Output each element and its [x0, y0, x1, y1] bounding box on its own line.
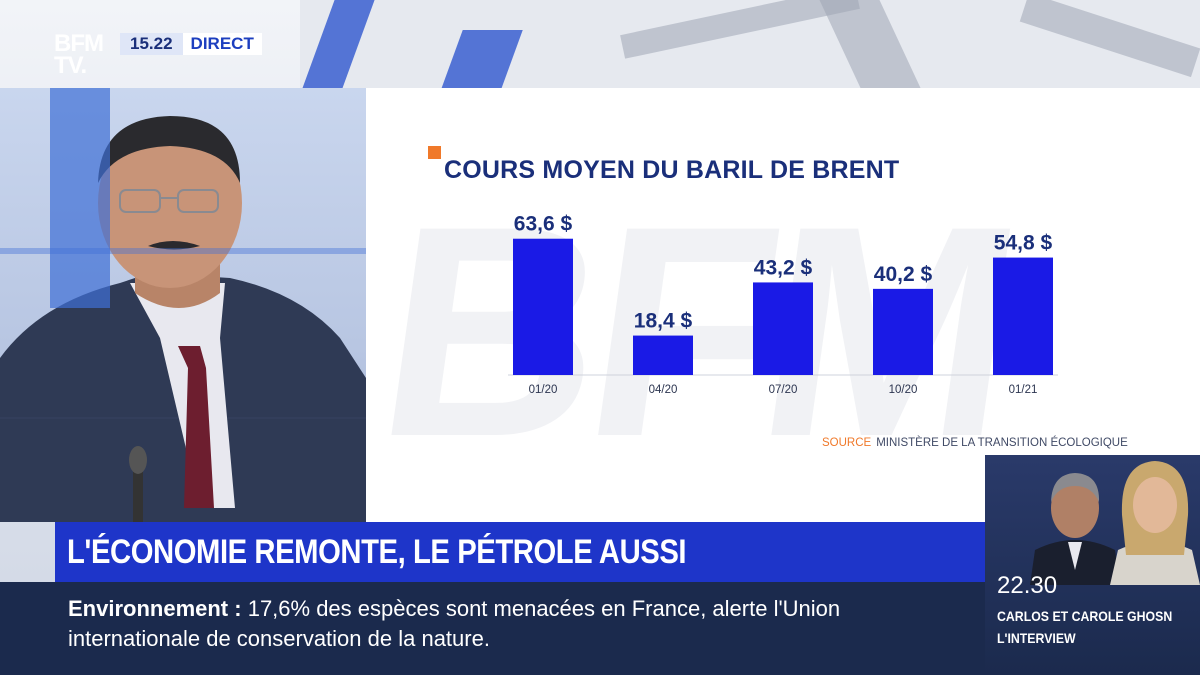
data-label: 18,4 $	[634, 310, 693, 333]
bfmtv-logo: BFM TV.	[54, 30, 112, 85]
chart-source: SOURCE MINISTÈRE DE LA TRANSITION ÉCOLOGI…	[822, 437, 1128, 449]
ticker-body: 17,6% des espèces sont menacées en Franc…	[68, 596, 841, 651]
x-tick-label: 01/20	[529, 384, 558, 396]
data-label: 43,2 $	[754, 256, 813, 279]
data-label: 40,2 $	[874, 263, 933, 286]
studio-window	[0, 248, 366, 254]
x-tick-label: 10/20	[889, 384, 918, 396]
x-tick-label: 04/20	[649, 384, 678, 396]
bar-10-20	[873, 288, 933, 375]
bar-04-20	[633, 335, 693, 375]
headline-bar: L'ÉCONOMIE REMONTE, LE PÉTROLE AUSSI	[55, 522, 985, 582]
title-marker	[428, 146, 441, 159]
source-label: SOURCE	[822, 437, 872, 449]
logo-line-1: BFM	[54, 30, 104, 57]
promo-guest-2	[1110, 461, 1200, 585]
data-label: 63,6 $	[514, 213, 573, 236]
promo-guest-1	[1030, 473, 1120, 585]
logo-line-2: TV.	[54, 52, 87, 79]
presenter-figure	[0, 116, 366, 522]
x-tick-label: 01/21	[1009, 384, 1038, 396]
clock-time: 15.22	[120, 33, 183, 55]
live-label: DIRECT	[190, 34, 254, 53]
source-text: MINISTÈRE DE LA TRANSITION ÉCOLOGIQUE	[876, 437, 1128, 449]
bar-07-20	[753, 282, 813, 375]
promo-title: CARLOS ET CAROLE GHOSN	[997, 608, 1173, 624]
headline: L'ÉCONOMIE REMONTE, LE PÉTROLE AUSSI	[67, 533, 687, 571]
presenter-video	[0, 88, 366, 522]
studio-window	[50, 88, 110, 308]
program-promo: 22.30 CARLOS ET CAROLE GHOSN L'INTERVIEW	[985, 455, 1200, 675]
news-ticker: Environnement : 17,6% des espèces sont m…	[0, 582, 985, 675]
promo-subtitle: L'INTERVIEW	[997, 630, 1076, 646]
bar-01-20	[513, 238, 573, 375]
bar-chart: 63,6 $ 01/20 18,4 $ 04/20 43,2 $ 07/20 40,2 $ 1…	[508, 213, 1058, 396]
ticker-label: Environnement :	[68, 596, 242, 621]
chart-title: COURS MOYEN DU BARIL DE BRENT	[444, 156, 900, 184]
data-label: 54,8 $	[994, 232, 1053, 255]
ticker-text: Environnement : 17,6% des espèces sont m…	[68, 594, 968, 654]
chart-panel: BFM COURS MOYEN DU BARIL DE BRENT 63,6 $…	[366, 88, 1200, 522]
promo-time: 22.30	[997, 572, 1058, 599]
x-tick-label: 07/20	[769, 384, 798, 396]
bar-01-21	[993, 257, 1053, 375]
time-box: 15.22 DIRECT	[120, 33, 262, 55]
